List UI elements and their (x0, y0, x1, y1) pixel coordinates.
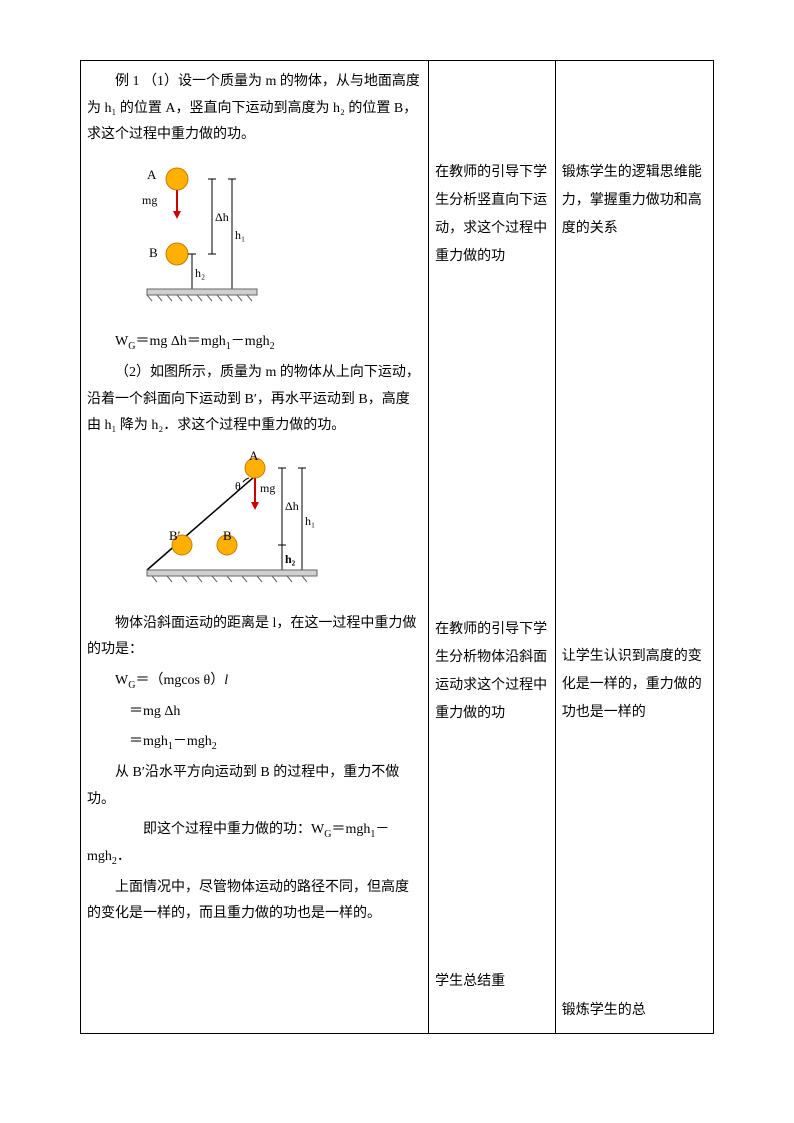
diagram1-vertical-fall: A B mg Δh h₁ h₂ (127, 159, 422, 320)
incline-distance-text: 物体沿斜面运动的距离是 l，在这一过程中重力做的功是： (87, 611, 422, 664)
activity3: 学生总结重 (435, 968, 549, 996)
svg-text:A: A (249, 450, 259, 463)
example1-part1: 例 1 （1）设一个质量为 m 的物体，从与地面高度为 h₁ 的位置 A，竖直向… (87, 69, 422, 149)
svg-text:θ: θ (235, 479, 241, 493)
svg-text:B: B (149, 245, 158, 260)
svg-text:A: A (147, 167, 157, 182)
intent3: 锻炼学生的总 (562, 997, 707, 1025)
svg-text:mg: mg (260, 481, 275, 495)
horizontal-no-work: 从 B′沿水平方向运动到 B 的过程中，重力不做功。 (87, 760, 422, 813)
conclusion-text: 上面情况中，尽管物体运动的路径不同，但高度的变化是一样的，而且重力做的功也是一样… (87, 875, 422, 928)
formula-wg2c: ＝mgh1－mgh2 (87, 729, 422, 756)
svg-text:Δh: Δh (215, 210, 229, 224)
formula-wg2a: WG＝（mgcos θ）l (87, 668, 422, 695)
intent2: 让学生认识到高度的变化是一样的，重力做的功也是一样的 (562, 643, 707, 727)
svg-text:Δh: Δh (285, 499, 299, 513)
formula-wg2b: ＝mg Δh (87, 699, 422, 726)
svg-text:h₂: h₂ (195, 266, 205, 280)
lesson-plan-table: 例 1 （1）设一个质量为 m 的物体，从与地面高度为 h₁ 的位置 A，竖直向… (80, 60, 714, 1034)
design-intent-cell: 锻炼学生的逻辑思维能力，掌握重力做功和高度的关系 让学生认识到高度的变化是一样的… (555, 61, 713, 1034)
example1-part2: （2）如图所示，质量为 m 的物体从上向下运动，沿着一个斜面向下运动到 B′，再… (87, 360, 422, 440)
intent1: 锻炼学生的逻辑思维能力，掌握重力做功和高度的关系 (562, 159, 707, 243)
activity1: 在教师的引导下学生分析竖直向下运动，求这个过程中重力做的功 (435, 159, 549, 271)
teaching-content-cell: 例 1 （1）设一个质量为 m 的物体，从与地面高度为 h₁ 的位置 A，竖直向… (81, 61, 429, 1034)
total-work-text: 即这个过程中重力做的功：WG＝mgh1－mgh2． (87, 817, 422, 871)
diagram2-incline: A B B′ mg θ Δh h₁ h₂ (127, 450, 422, 601)
svg-text:h₂: h₂ (285, 552, 296, 566)
student-activity-cell: 在教师的引导下学生分析竖直向下运动，求这个过程中重力做的功 在教师的引导下学生分… (429, 61, 556, 1034)
activity2: 在教师的引导下学生分析物体沿斜面运动求这个过程中重力做的功 (435, 616, 549, 728)
svg-text:B: B (223, 528, 232, 543)
formula-wg1: WG＝mg Δh＝mgh1－mgh2 (87, 329, 422, 356)
svg-text:B′: B′ (169, 528, 181, 543)
svg-text:mg: mg (142, 193, 157, 207)
svg-text:h₁: h₁ (305, 514, 315, 528)
svg-text:h₁: h₁ (235, 228, 245, 242)
